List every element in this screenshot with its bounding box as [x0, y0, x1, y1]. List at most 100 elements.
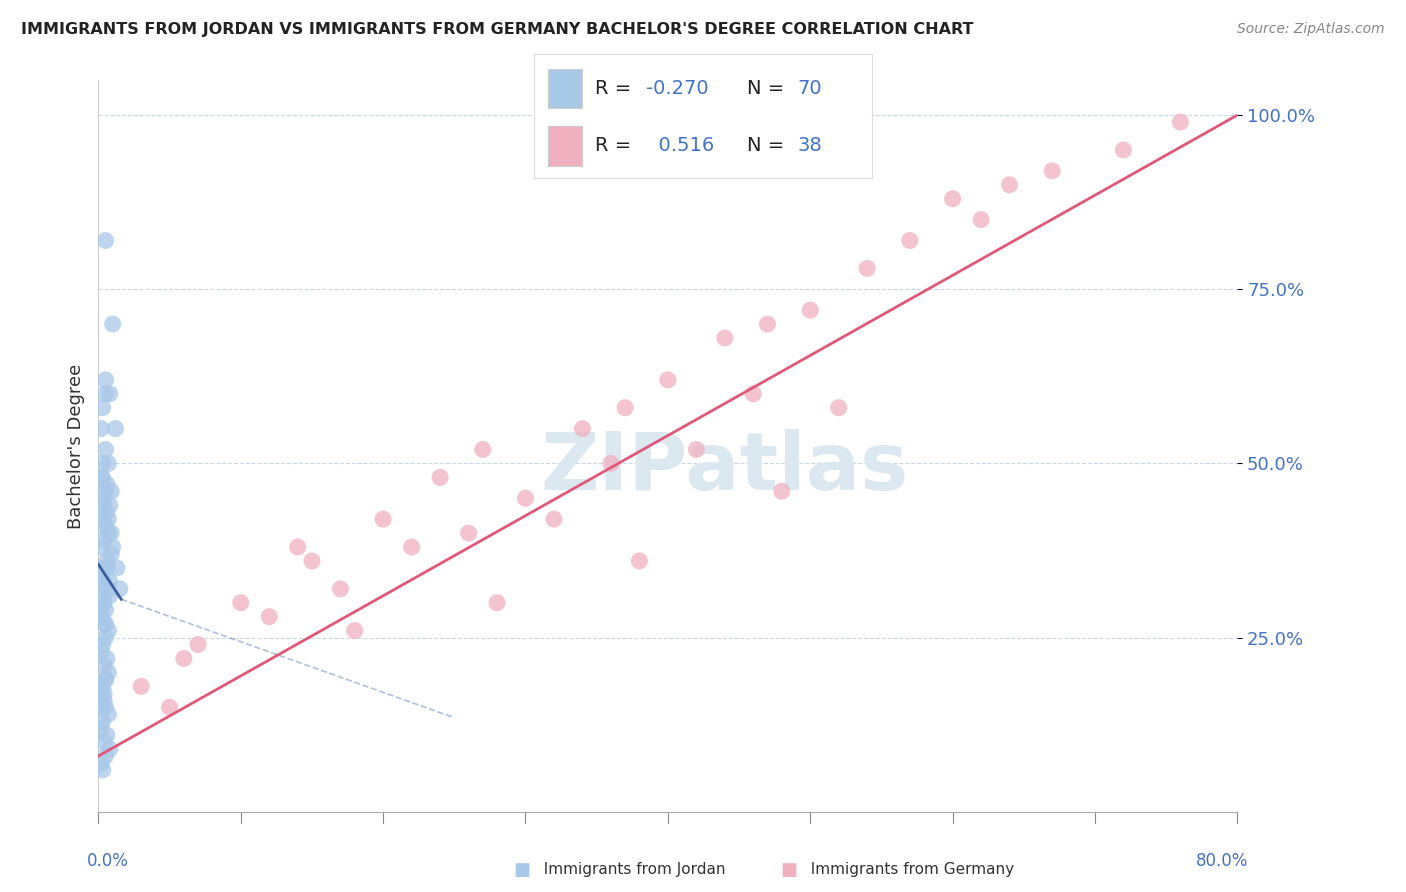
Point — [97, 707, 120, 722]
Point — [101, 317, 124, 331]
Point — [543, 512, 565, 526]
Text: IMMIGRANTS FROM JORDAN VS IMMIGRANTS FROM GERMANY BACHELOR'S DEGREE CORRELATION : IMMIGRANTS FROM JORDAN VS IMMIGRANTS FRO… — [21, 22, 973, 37]
Point — [96, 477, 118, 491]
Point — [97, 512, 120, 526]
Point — [97, 526, 120, 541]
Point — [94, 700, 117, 714]
Point — [94, 484, 117, 499]
Point — [94, 519, 117, 533]
Point — [657, 373, 679, 387]
Point — [91, 679, 114, 693]
Point — [90, 470, 112, 484]
Point — [93, 735, 115, 749]
Point — [105, 561, 128, 575]
Text: N =: N = — [747, 79, 790, 98]
Point — [714, 331, 737, 345]
Point — [101, 540, 124, 554]
Text: 0.516: 0.516 — [645, 136, 714, 155]
Point — [571, 421, 593, 435]
Point — [1040, 164, 1063, 178]
Point — [97, 624, 120, 638]
Point — [96, 505, 118, 519]
Point — [90, 603, 112, 617]
Point — [856, 261, 879, 276]
Point — [90, 700, 112, 714]
Point — [614, 401, 637, 415]
Point — [799, 303, 821, 318]
Point — [942, 192, 965, 206]
Point — [98, 574, 121, 589]
Point — [742, 386, 765, 401]
Point — [108, 582, 131, 596]
Point — [259, 609, 281, 624]
Point — [98, 498, 121, 512]
Point — [96, 651, 118, 665]
Point — [94, 442, 117, 457]
Point — [129, 679, 152, 693]
Point — [287, 540, 309, 554]
Point — [96, 554, 118, 568]
Text: Source: ZipAtlas.com: Source: ZipAtlas.com — [1237, 22, 1385, 37]
Point — [229, 596, 252, 610]
Point — [373, 512, 395, 526]
Point — [90, 567, 112, 582]
Point — [90, 721, 112, 735]
Point — [93, 533, 115, 547]
Point — [90, 609, 112, 624]
Point — [401, 540, 423, 554]
Point — [329, 582, 352, 596]
Point — [91, 714, 114, 728]
Point — [98, 742, 121, 756]
Text: ■: ■ — [513, 861, 530, 879]
Point — [96, 561, 118, 575]
Y-axis label: Bachelor's Degree: Bachelor's Degree — [66, 363, 84, 529]
Point — [91, 401, 114, 415]
Point — [343, 624, 366, 638]
Point — [828, 401, 851, 415]
Point — [91, 561, 114, 575]
Point — [159, 700, 181, 714]
Point — [898, 234, 921, 248]
Point — [100, 526, 122, 541]
Text: 38: 38 — [797, 136, 823, 155]
Point — [96, 582, 118, 596]
Point — [471, 442, 494, 457]
Point — [94, 616, 117, 631]
Point — [94, 673, 117, 687]
Point — [91, 470, 114, 484]
Point — [515, 491, 537, 506]
Text: R =: R = — [595, 136, 637, 155]
Point — [98, 386, 121, 401]
Point — [91, 457, 114, 471]
Point — [173, 651, 195, 665]
Point — [96, 728, 118, 742]
Point — [600, 457, 623, 471]
Point — [100, 484, 122, 499]
Point — [90, 756, 112, 770]
Point — [685, 442, 707, 457]
Point — [91, 638, 114, 652]
Point — [94, 603, 117, 617]
Point — [98, 589, 121, 603]
Point — [90, 421, 112, 435]
Point — [301, 554, 323, 568]
Point — [93, 574, 115, 589]
Point — [94, 373, 117, 387]
Point — [90, 644, 112, 658]
Point — [93, 491, 115, 506]
Point — [97, 665, 120, 680]
Point — [90, 540, 112, 554]
Point — [100, 547, 122, 561]
Text: -0.270: -0.270 — [645, 79, 709, 98]
Point — [457, 526, 479, 541]
Point — [91, 763, 114, 777]
Point — [93, 616, 115, 631]
Text: 0.0%: 0.0% — [87, 852, 129, 870]
Point — [93, 693, 115, 707]
Point — [970, 212, 993, 227]
Point — [94, 631, 117, 645]
Point — [94, 386, 117, 401]
Bar — [548, 69, 582, 109]
Point — [187, 638, 209, 652]
Text: Immigrants from Germany: Immigrants from Germany — [801, 863, 1015, 877]
